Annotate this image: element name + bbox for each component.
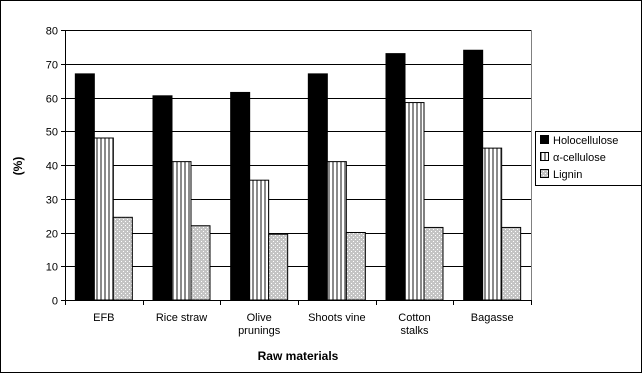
legend-swatch-2 xyxy=(540,169,549,178)
bar-0-0 xyxy=(74,73,95,301)
bar-2-5 xyxy=(501,226,522,301)
legend-swatch-1 xyxy=(540,152,549,161)
tick-labels: 0 10 20 30 40 50 60 70 80 EFB Rice straw Olivepruni… xyxy=(46,26,514,338)
legend-label-2: Lignin xyxy=(553,169,582,181)
x-tick-label: Cotton xyxy=(398,312,430,324)
bar-1-5 xyxy=(482,147,503,301)
bar-2-2 xyxy=(268,233,289,301)
legend-swatch-0 xyxy=(540,135,549,144)
bar-2-1 xyxy=(190,225,211,301)
bar-2-0 xyxy=(112,216,133,301)
x-tick-label: Shoots vine xyxy=(308,312,365,324)
x-tick-label: stalks xyxy=(400,325,429,337)
legend-label-0: Holocellulose xyxy=(553,135,618,147)
bar-1-3 xyxy=(326,161,347,301)
y-tick-label: 70 xyxy=(46,60,58,72)
y-tick-label: 30 xyxy=(46,195,58,207)
x-axis-title: Raw materials xyxy=(258,349,339,363)
x-tick-label: prunings xyxy=(238,325,281,337)
x-tick-label: EFB xyxy=(93,312,114,324)
y-tick-label: 0 xyxy=(52,296,58,308)
legend-label-1: α-cellulose xyxy=(553,152,606,164)
legend: Holocellulose α-cellulose Lignin xyxy=(535,131,642,186)
y-tick-label: 40 xyxy=(46,161,58,173)
x-tick-label: Bagasse xyxy=(471,312,514,324)
bar-1-2 xyxy=(249,179,270,301)
grid-lines xyxy=(65,30,531,267)
bar-0-1 xyxy=(152,95,173,301)
y-tick-label: 60 xyxy=(46,94,58,106)
bar-2-4 xyxy=(423,226,444,301)
y-tick-label: 80 xyxy=(46,26,58,38)
bar-2-3 xyxy=(345,232,366,301)
x-tick-label: Rice straw xyxy=(156,312,207,324)
y-tick-label: 50 xyxy=(46,127,58,139)
bar-0-2 xyxy=(230,91,251,301)
bar-1-1 xyxy=(171,161,192,301)
bar-1-4 xyxy=(404,102,425,301)
y-axis-title: (%) xyxy=(11,157,25,176)
y-tick-label: 10 xyxy=(46,262,58,274)
axes xyxy=(61,30,532,305)
x-tick-label: Olive xyxy=(247,312,272,324)
bar-0-3 xyxy=(307,73,328,301)
y-tick-label: 20 xyxy=(46,229,58,241)
bar-0-5 xyxy=(463,49,484,301)
bar-0-4 xyxy=(385,53,406,301)
bar-1-0 xyxy=(93,137,114,301)
bars xyxy=(74,49,522,301)
